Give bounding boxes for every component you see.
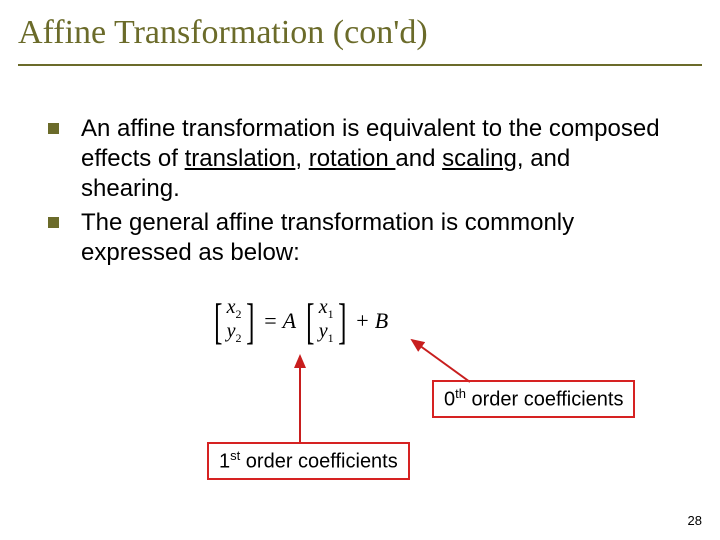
square-bullet-icon [48,217,59,228]
vector-left: [ x2 y2 ] [210,296,258,346]
text-fragment: 0 [444,389,455,411]
text-fragment: 1 [219,451,230,473]
sub: 1 [328,307,334,321]
equals-sign: = [264,308,276,334]
text-fragment: , [295,145,308,172]
underlined-text: scaling [442,145,517,172]
text-fragment: order coefficients [466,389,624,411]
equation: [ x2 y2 ] = A [ x1 y1 ] + B [210,296,430,362]
underlined-text: translation [185,145,296,172]
sub: 1 [328,331,334,345]
text-fragment: order coefficients [240,451,398,473]
matrix-A: A [283,308,296,334]
bullet-text: An affine transformation is equivalent t… [81,114,672,204]
bullet-text: The general affine transformation is com… [81,208,672,268]
square-bullet-icon [48,123,59,134]
var-y1: y [319,320,328,342]
var-x2: x [227,296,236,318]
superscript: st [230,448,240,463]
plus-sign: + [356,308,368,334]
slide-number: 28 [688,513,702,528]
content-area: An affine transformation is equivalent t… [0,66,720,268]
slide-title: Affine Transformation (con'd) [18,14,702,52]
superscript: th [455,386,466,401]
bullet-item: The general affine transformation is com… [48,208,672,268]
var-x1: x [319,296,328,318]
var-y2: y [227,320,236,342]
callout-1st-order: 1st order coefficients [207,442,410,480]
sub: 2 [236,331,242,345]
sub: 2 [236,307,242,321]
bullet-item: An affine transformation is equivalent t… [48,114,672,204]
vector-B: B [375,308,388,334]
text-fragment: and [395,145,442,172]
callout-0th-order: 0th order coefficients [432,380,635,418]
vector-right: [ x1 y1 ] [302,296,350,346]
title-region: Affine Transformation (con'd) [0,0,720,58]
underlined-text: rotation [309,145,396,172]
